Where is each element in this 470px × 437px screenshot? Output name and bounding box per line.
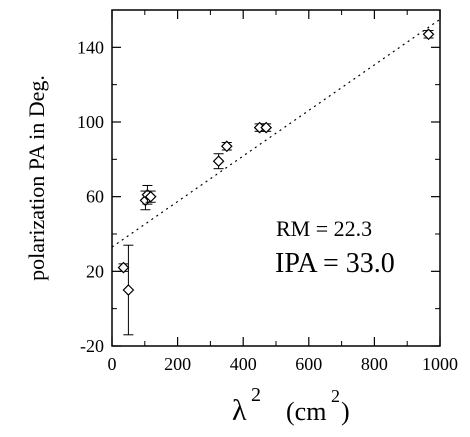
x-tick-label: 400 — [230, 354, 257, 374]
diamond-marker — [212, 155, 225, 168]
y-tick-label: 20 — [86, 261, 104, 281]
y-tick-label: -20 — [80, 336, 104, 356]
diamond-marker — [117, 261, 130, 274]
data-point — [422, 28, 435, 41]
data-points — [117, 28, 435, 336]
axis-tick-labels: 0 200 400 600 800 1000 -20 20 60 100 140 — [77, 37, 458, 374]
x-tick-label: 0 — [108, 354, 117, 374]
axis-ticks — [111, 10, 441, 347]
y-tick-label: 60 — [86, 187, 104, 207]
x-axis-unit-sup: 2 — [331, 386, 340, 406]
x-axis-unit: (cm — [286, 397, 326, 426]
x-tick-label: 600 — [295, 354, 322, 374]
diamond-marker — [220, 140, 233, 153]
fit-line — [111, 18, 441, 248]
x-axis-title: λ 2 (cm 2 ) — [232, 384, 350, 427]
data-point — [220, 140, 233, 153]
annotation-rm: RM = 22.3 — [276, 216, 372, 241]
x-tick-label: 200 — [164, 354, 191, 374]
y-tick-label: 140 — [77, 37, 104, 57]
diamond-marker — [260, 121, 273, 134]
x-axis-lambda: λ — [232, 394, 247, 427]
x-tick-label: 800 — [361, 354, 388, 374]
diamond-marker — [122, 284, 135, 296]
diamond-marker — [144, 190, 157, 203]
y-axis-title: polarization PA in Deg. — [24, 75, 49, 281]
x-axis-unit-close: ) — [341, 397, 350, 426]
data-point — [212, 153, 225, 170]
data-point — [122, 244, 135, 336]
data-point — [117, 261, 130, 274]
data-point — [144, 190, 157, 203]
annotation-ipa: IPA = 33.0 — [275, 248, 395, 279]
diamond-marker — [422, 28, 435, 41]
x-axis-lambda-sup: 2 — [251, 384, 261, 406]
data-point — [260, 121, 273, 134]
x-tick-label: 1000 — [422, 354, 458, 374]
y-tick-label: 100 — [77, 112, 104, 132]
plot-frame — [111, 9, 441, 347]
